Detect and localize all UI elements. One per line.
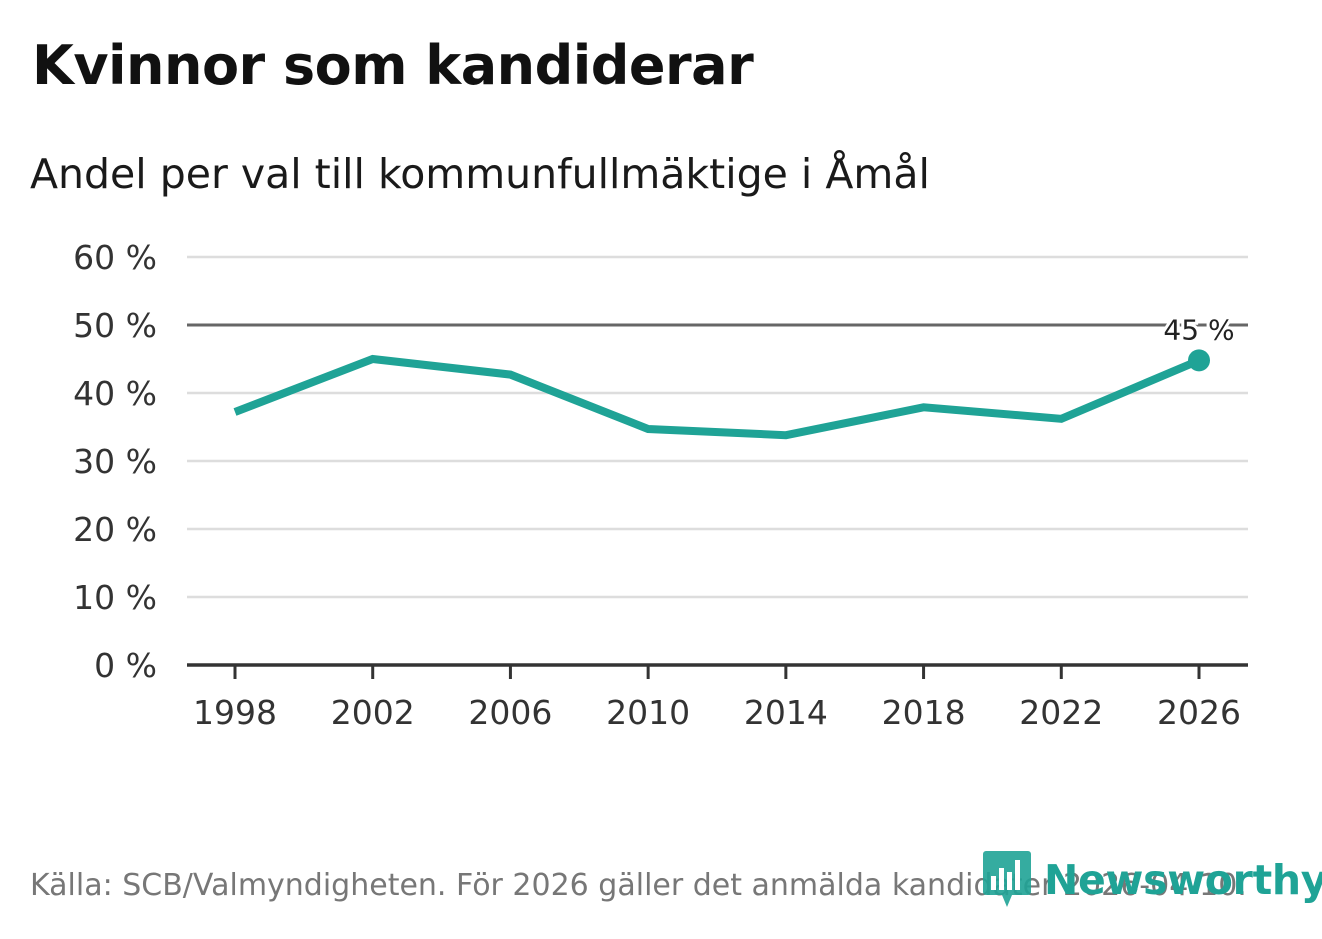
x-tick-label: 2018: [882, 693, 966, 732]
x-tick-label: 2014: [744, 693, 828, 732]
y-tick-label: 60 %: [73, 238, 157, 277]
bar-chart-icon: [983, 851, 1031, 907]
y-tick-label: 40 %: [73, 374, 157, 413]
source-note: Källa: SCB/Valmyndigheten. För 2026 gäll…: [30, 868, 1247, 903]
grid-lines: [187, 255, 1248, 667]
series: [233, 349, 1210, 440]
series-line: [233, 354, 1201, 440]
chart-subtitle: Andel per val till kommunfullmäktige i Å…: [30, 150, 930, 198]
x-tick-label: 1998: [193, 693, 277, 732]
newsworthy-logo: Newsworthy: [982, 850, 1322, 910]
y-axis-ticks: 0 % 10 % 20 % 30 % 40 % 50 % 60 %: [73, 238, 157, 685]
y-tick-label: 30 %: [73, 442, 157, 481]
y-tick-label: 50 %: [73, 306, 157, 345]
end-value-label: 45 %: [1163, 313, 1234, 346]
y-tick-label: 20 %: [73, 510, 157, 549]
logo-text: Newsworthy: [1044, 856, 1322, 904]
x-tick-label: 2002: [331, 693, 415, 732]
x-tick-label: 2006: [468, 693, 552, 732]
x-axis-ticks: 1998 2002 2006 2010 2014 2018 2022 2026: [193, 665, 1241, 732]
y-tick-label: 0 %: [94, 646, 157, 685]
x-tick-label: 2010: [606, 693, 690, 732]
chart-title: Kvinnor som kandiderar: [32, 34, 754, 97]
x-tick-label: 2026: [1157, 693, 1241, 732]
data-labels: 45 %: [1160, 310, 1237, 349]
end-point-marker: [1188, 349, 1210, 372]
x-tick-label: 2022: [1019, 693, 1103, 732]
y-tick-label: 10 %: [73, 578, 157, 617]
